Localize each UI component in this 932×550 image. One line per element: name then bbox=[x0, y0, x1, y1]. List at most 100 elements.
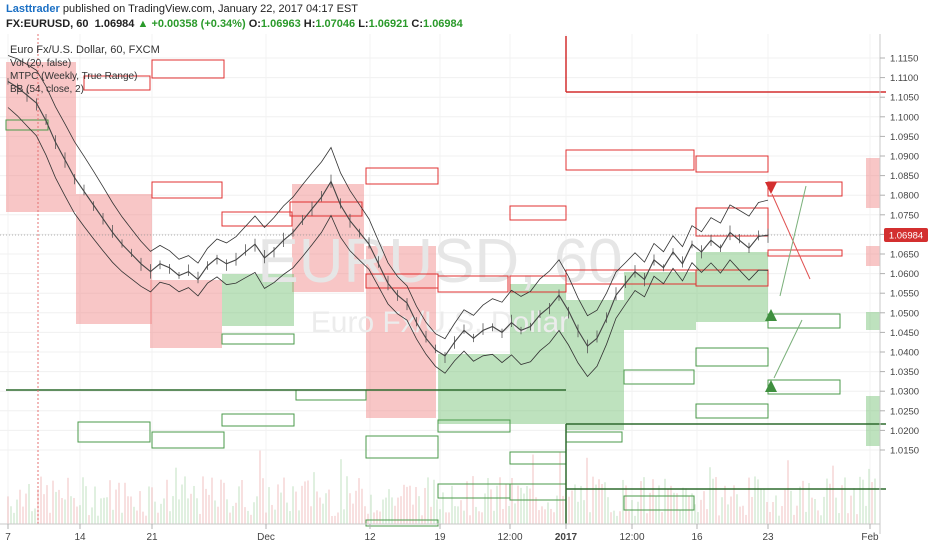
watermark-title: EURUSD, 60 bbox=[257, 227, 622, 296]
projection-line bbox=[771, 193, 811, 280]
y-tick-label: 1.1100 bbox=[890, 73, 918, 84]
support-box bbox=[365, 435, 439, 459]
resistance-box bbox=[151, 59, 225, 79]
support-box bbox=[623, 369, 695, 385]
support-box bbox=[151, 431, 225, 449]
y-tick-label: 1.0550 bbox=[890, 289, 919, 300]
zone bbox=[566, 300, 624, 430]
projection-line bbox=[773, 319, 803, 379]
bb-lower bbox=[7, 107, 769, 378]
y-tick-label: 1.0150 bbox=[890, 446, 919, 457]
y-tick-label: 1.0750 bbox=[890, 210, 919, 221]
x-tick-label: 7 bbox=[5, 532, 11, 543]
legend-title: Euro Fx/U.S. Dollar, 60, FXCM bbox=[10, 44, 160, 56]
chart-header: Lasttrader published on TradingView.com,… bbox=[0, 0, 932, 34]
zone bbox=[222, 274, 294, 326]
y-tick-label: 1.0600 bbox=[890, 269, 919, 280]
price-line bbox=[7, 81, 769, 357]
y-tick-label: 1.0250 bbox=[890, 406, 919, 417]
price-chart[interactable]: EURUSD, 60 Euro Fx/U.S. Dollar 1.11501.1… bbox=[0, 34, 932, 550]
last-price-label: 1.06984 bbox=[884, 228, 928, 243]
x-tick-label: 2017 bbox=[555, 532, 578, 543]
support-box bbox=[365, 519, 439, 527]
y-tick-label: 1.0500 bbox=[890, 308, 919, 319]
y-tick-label: 1.0350 bbox=[890, 367, 919, 378]
high-label: H: bbox=[303, 18, 316, 30]
y-tick-label: 1.0400 bbox=[890, 348, 919, 359]
resistance-box bbox=[151, 181, 223, 199]
legend-bb[interactable]: BB (54, close, 2) bbox=[10, 84, 84, 95]
high-value: 1.07046 bbox=[315, 18, 356, 30]
signal-arrows bbox=[765, 182, 811, 392]
time-axis[interactable]: 7 14 21 Dec 12 19 12:00 2017 12:00 16 23 Feb bbox=[5, 524, 879, 543]
y-tick-label: 1.0850 bbox=[890, 171, 919, 182]
resistance-box bbox=[437, 275, 509, 293]
resistance-box bbox=[83, 75, 151, 91]
x-tick-label: 19 bbox=[434, 532, 446, 543]
buy-arrow bbox=[765, 380, 777, 392]
y-tick-label: 1.0450 bbox=[890, 328, 919, 339]
watermark-subtitle: Euro Fx/U.S. Dollar bbox=[311, 306, 569, 339]
resistance-box bbox=[509, 205, 567, 221]
x-tick-label: Dec bbox=[257, 532, 275, 543]
zone bbox=[438, 354, 510, 424]
sell-arrow bbox=[765, 182, 777, 194]
zone bbox=[866, 312, 880, 330]
support-box bbox=[221, 333, 295, 345]
resistance-box bbox=[221, 211, 293, 227]
y-tick-label: 1.0950 bbox=[890, 132, 919, 143]
last-price-box bbox=[884, 228, 928, 243]
buy-arrow bbox=[765, 309, 777, 321]
levels bbox=[0, 34, 886, 524]
zones bbox=[6, 62, 880, 446]
x-tick-label: 12 bbox=[364, 532, 376, 543]
y-tick-label: 1.1150 bbox=[890, 54, 918, 65]
quote-line: FX:EURUSD, 60 1.06984 ▲ +0.00358 (+0.34%… bbox=[6, 18, 463, 30]
change-value: +0.00358 (+0.34%) bbox=[151, 18, 246, 30]
resistance-box bbox=[695, 207, 769, 237]
resistance-box bbox=[695, 155, 769, 173]
price-axis[interactable]: 1.1150 1.1100 1.1050 1.1000 1.0950 1.0900 1.08… bbox=[880, 54, 919, 457]
support-box bbox=[695, 403, 769, 419]
low-value: 1.06921 bbox=[368, 18, 409, 30]
y-tick-label: 1.0900 bbox=[890, 152, 919, 163]
legend-volume[interactable]: Vol (20, false) bbox=[10, 58, 72, 69]
grid bbox=[0, 34, 880, 524]
y-tick-label: 1.0300 bbox=[890, 387, 919, 398]
last-price-text: 1.06984 bbox=[889, 231, 923, 242]
open-value: 1.06963 bbox=[260, 18, 301, 30]
resistance-box bbox=[695, 269, 769, 287]
zone bbox=[696, 252, 768, 322]
author-link[interactable]: Lasttrader bbox=[6, 3, 60, 15]
y-tick-label: 1.1000 bbox=[890, 112, 919, 123]
last-price: 1.06984 bbox=[94, 18, 135, 30]
support-box bbox=[623, 495, 695, 511]
change-up-icon: ▲ bbox=[137, 18, 149, 30]
open-label: O: bbox=[248, 18, 261, 30]
y-tick-label: 1.0200 bbox=[890, 426, 919, 437]
legend-mtpc[interactable]: MTPC (Weekly, True Range) bbox=[10, 71, 138, 82]
x-tick-label: 16 bbox=[691, 532, 703, 543]
x-tick-label: 21 bbox=[146, 532, 158, 543]
x-tick-label: 12:00 bbox=[497, 532, 522, 543]
support-box bbox=[695, 347, 769, 367]
bb-upper bbox=[7, 55, 769, 340]
low-label: L: bbox=[358, 18, 369, 30]
symbol-label: FX:EURUSD, 60 bbox=[6, 18, 89, 30]
zone bbox=[866, 396, 880, 446]
support-box bbox=[437, 419, 511, 433]
bollinger-bands bbox=[7, 55, 769, 378]
y-tick-label: 1.1050 bbox=[890, 93, 919, 104]
price-series bbox=[7, 77, 769, 364]
legend: Euro Fx/U.S. Dollar, 60, FXCM Vol (20, f… bbox=[10, 44, 160, 96]
resistance-box bbox=[565, 149, 695, 171]
projection-line bbox=[779, 185, 807, 297]
zone bbox=[76, 194, 152, 324]
x-tick-label: 12:00 bbox=[619, 532, 644, 543]
mtpc-boxes bbox=[5, 59, 843, 527]
zone bbox=[510, 284, 566, 424]
x-tick-label: 23 bbox=[762, 532, 774, 543]
close-label: C: bbox=[411, 18, 424, 30]
publish-text: published on TradingView.com, January 22… bbox=[62, 3, 359, 15]
zone bbox=[866, 246, 880, 266]
